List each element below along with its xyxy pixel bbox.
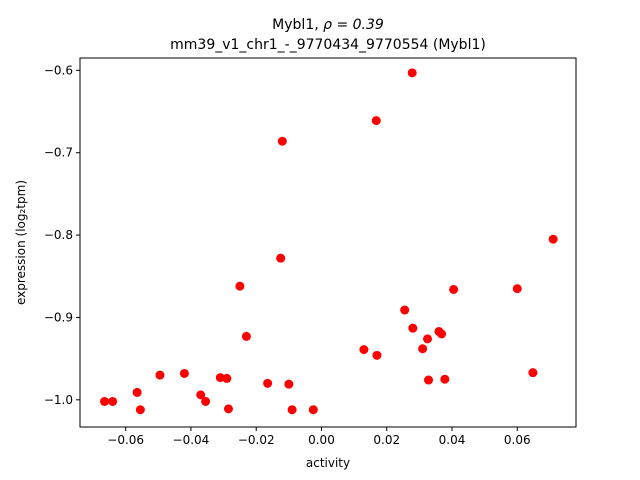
- data-point-22: [372, 350, 382, 360]
- data-point-20: [359, 345, 369, 355]
- chart-title: Mybl1, ρ = 0.39 mm39_v1_chr1_-_9770434_9…: [170, 17, 486, 53]
- y-tick-label: −0.7: [44, 146, 73, 160]
- x-axis-label: activity: [306, 456, 350, 470]
- data-point-4: [135, 405, 145, 415]
- x-tick-label: 0.04: [439, 433, 466, 447]
- data-point-30: [437, 329, 447, 339]
- data-point-3: [132, 387, 142, 397]
- x-tick-label: −0.02: [238, 433, 275, 447]
- y-tick-label: −0.9: [44, 310, 73, 324]
- y-tick-label: −1.0: [44, 393, 73, 407]
- data-points: [99, 68, 558, 415]
- data-point-18: [287, 405, 297, 415]
- data-point-12: [235, 281, 245, 291]
- data-point-28: [424, 375, 434, 385]
- x-tick-label: 0.02: [373, 433, 400, 447]
- data-point-16: [277, 136, 287, 146]
- plot-frame: [79, 57, 577, 428]
- chart-title-rho: ρ = 0.39: [323, 17, 384, 33]
- data-point-25: [408, 323, 418, 333]
- data-point-15: [276, 253, 286, 263]
- data-point-1: [99, 396, 109, 406]
- data-point-26: [418, 344, 428, 354]
- data-point-5: [155, 370, 165, 380]
- x-tick-label: 0.00: [308, 433, 335, 447]
- data-point-14: [263, 378, 273, 388]
- data-point-7: [196, 390, 206, 400]
- y-axis-ticks: −1.0 −0.9 −0.8 −0.7 −0.6: [44, 63, 80, 407]
- data-point-6: [179, 368, 189, 378]
- chart-title-line2: mm39_v1_chr1_-_9770434_9770554 (Mybl1): [170, 37, 486, 53]
- y-tick-label: −0.6: [44, 63, 73, 77]
- data-point-27: [423, 334, 433, 344]
- data-point-21: [371, 116, 381, 126]
- y-tick-label: −0.8: [44, 228, 73, 242]
- chart-title-gene: Mybl1,: [272, 17, 323, 33]
- data-point-24: [407, 68, 417, 78]
- data-point-2: [108, 396, 118, 406]
- data-point-32: [449, 284, 459, 294]
- data-point-10: [222, 373, 232, 383]
- data-point-8: [201, 396, 211, 406]
- data-point-34: [528, 368, 538, 378]
- data-point-17: [284, 379, 294, 389]
- x-tick-label: −0.06: [107, 433, 144, 447]
- x-tick-label: −0.04: [173, 433, 210, 447]
- data-point-31: [440, 374, 450, 384]
- x-tick-label: 0.06: [504, 433, 531, 447]
- data-point-35: [548, 234, 558, 244]
- data-point-13: [241, 331, 251, 341]
- data-point-33: [512, 284, 522, 294]
- data-point-9: [215, 373, 225, 383]
- y-axis-label: expression (log₂tpm): [14, 180, 28, 305]
- chart-title-line1: Mybl1, ρ = 0.39: [272, 17, 384, 33]
- data-point-23: [400, 305, 410, 315]
- data-point-19: [308, 405, 318, 415]
- x-axis-ticks: −0.06 −0.04 −0.02 0.00 0.02 0.04 0.06: [107, 427, 531, 447]
- data-point-11: [223, 404, 233, 414]
